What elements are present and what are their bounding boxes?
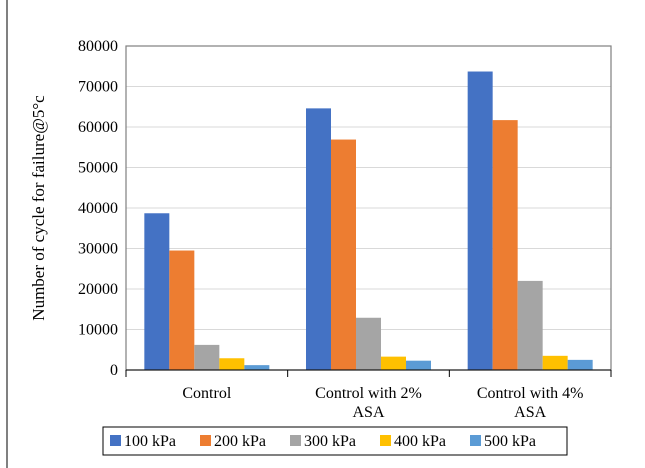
legend-label: 300 kPa — [304, 433, 356, 450]
y-tick-label: 20000 — [78, 281, 118, 298]
x-category-label: Control with 4% — [477, 385, 584, 402]
y-tick-label: 40000 — [78, 200, 118, 217]
bar — [144, 213, 170, 370]
x-category-label: Control with 2% — [315, 385, 422, 402]
legend-label: 200 kPa — [214, 433, 266, 450]
legend-swatch — [200, 435, 211, 446]
x-category-label: ASA — [514, 404, 546, 421]
bar — [194, 344, 220, 370]
legend-swatch — [290, 435, 301, 446]
y-tick-label: 70000 — [78, 79, 118, 96]
legend-swatch — [110, 435, 121, 446]
bar — [467, 71, 493, 370]
legend-label: 500 kPa — [484, 433, 536, 450]
bar — [306, 108, 331, 371]
y-tick-label: 80000 — [78, 38, 118, 55]
bar — [406, 360, 431, 370]
y-tick-label: 0 — [110, 362, 118, 379]
bar — [169, 250, 195, 370]
bar — [219, 358, 245, 370]
bar — [492, 120, 518, 371]
y-tick-label: 60000 — [78, 119, 118, 136]
y-tick-label: 10000 — [78, 322, 118, 339]
bar — [567, 359, 593, 370]
x-category-label: ASA — [352, 404, 384, 421]
y-tick-label: 50000 — [78, 160, 118, 177]
legend-label: 400 kPa — [394, 433, 446, 450]
bar — [542, 355, 568, 370]
bar — [244, 365, 270, 370]
legend-label: 100 kPa — [124, 433, 176, 450]
x-category-label: Control — [182, 385, 231, 402]
y-axis-title: Number of cycle for failure@5°c — [29, 95, 48, 321]
legend-swatch — [470, 435, 481, 446]
bar — [356, 317, 381, 370]
bar — [331, 139, 356, 370]
y-tick-label: 30000 — [78, 241, 118, 258]
bar — [381, 356, 406, 370]
legend-box — [102, 426, 568, 456]
bar — [517, 280, 543, 370]
legend-swatch — [380, 435, 391, 446]
